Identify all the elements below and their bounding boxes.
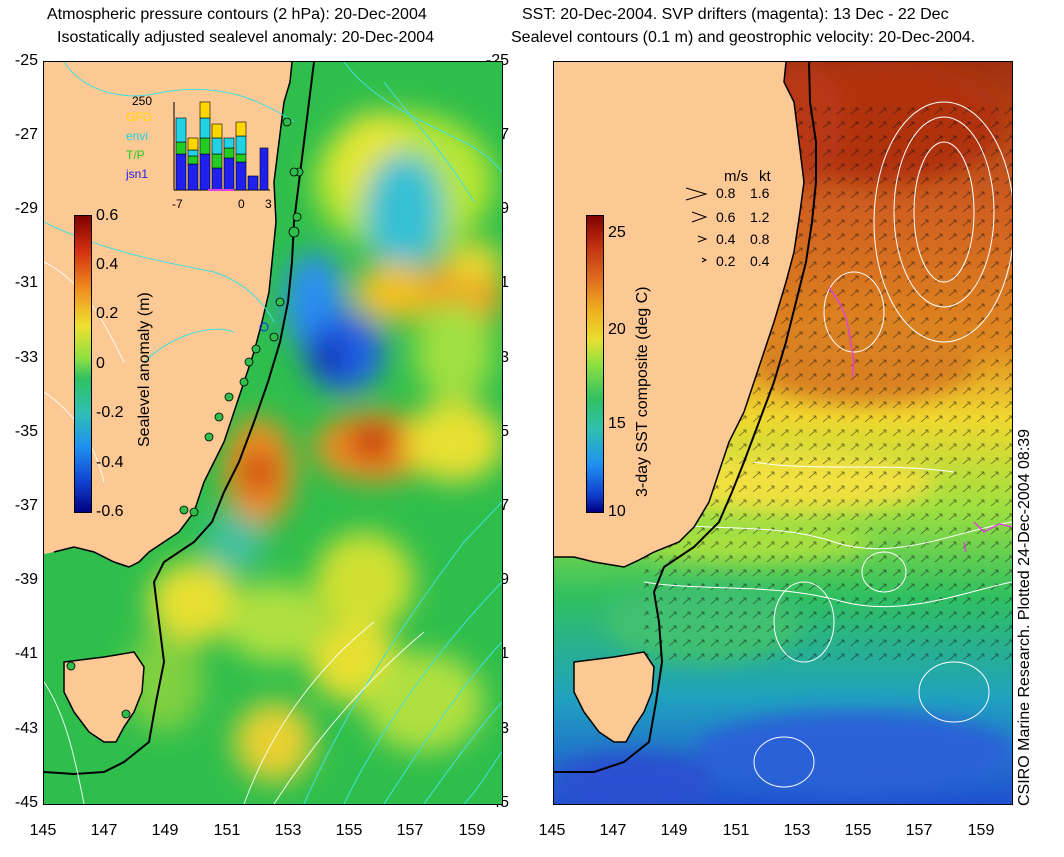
velocity-legend-row-kt: 0.8 xyxy=(750,231,770,247)
y-tick: -35 xyxy=(14,423,38,440)
pressure-contours xyxy=(44,62,502,804)
x-tick: 147 xyxy=(599,822,627,839)
y-tick: -39 xyxy=(14,571,38,588)
y-tick: -27 xyxy=(14,126,38,143)
velocity-legend-arrows xyxy=(685,187,708,263)
inset-legend-envi: envi xyxy=(126,129,149,143)
sst-map-canvas xyxy=(554,62,1012,804)
velocity-legend-row-ms: 0.8 xyxy=(716,185,736,201)
x-tick: 159 xyxy=(458,822,486,839)
x-tick: 159 xyxy=(967,822,995,839)
x-tick: 145 xyxy=(538,822,566,839)
colorbar-tick: 0 xyxy=(96,355,105,372)
left-title-1: Atmospheric pressure contours (2 hPa): 2… xyxy=(47,6,427,23)
right-title-1: SST: 20-Dec-2004. SVP drifters (magenta)… xyxy=(522,6,949,23)
x-tick: 153 xyxy=(274,822,302,839)
colorbar-tick: 0.6 xyxy=(96,207,119,224)
y-tick: -45 xyxy=(14,794,38,811)
velocity-legend-row-ms: 0.4 xyxy=(716,231,736,247)
sealevel-colorbar-label: Sealevel anomaly (m) xyxy=(136,292,153,447)
colorbar-tick: 0.2 xyxy=(96,305,119,322)
x-tick: 151 xyxy=(722,822,750,839)
inset-x-tick: 0 xyxy=(238,197,245,211)
x-tick: 155 xyxy=(844,822,872,839)
tasmania-land xyxy=(573,651,655,743)
inset-top-value: 250 xyxy=(132,94,153,108)
y-tick: -43 xyxy=(14,720,38,737)
y-tick: -29 xyxy=(14,200,38,217)
y-tick: -41 xyxy=(14,645,38,662)
mainland-land xyxy=(554,62,804,567)
x-tick: 149 xyxy=(151,822,179,839)
inset-x-tick: -7 xyxy=(172,197,183,211)
velocity-legend-row-kt: 0.4 xyxy=(750,253,770,269)
colorbar-tick: -0.4 xyxy=(96,454,124,471)
colorbar-tick: 10 xyxy=(608,503,626,520)
x-tick: 151 xyxy=(213,822,241,839)
colorbar-tick: 25 xyxy=(608,224,626,241)
credit-label: CSIRO Marine Research. Plotted 24-Dec-20… xyxy=(1016,428,1033,806)
colorbar-tick: -0.6 xyxy=(96,503,124,520)
inset-x-tick: 3 xyxy=(265,197,272,211)
right-title-2: Sealevel contours (0.1 m) and geostrophi… xyxy=(511,29,976,46)
svp-drifter-tracks xyxy=(828,286,1012,553)
colorbar-tick: 20 xyxy=(608,321,626,338)
sst-map: m/s kt 0.8 1.6 0.6 1.2 0.4 0.8 0.2 0.4 2… xyxy=(553,61,1013,805)
sealevel-contours xyxy=(643,101,1012,788)
tasmania-land xyxy=(64,652,144,742)
velocity-legend-kt-header: kt xyxy=(759,168,771,185)
x-tick: 149 xyxy=(660,822,688,839)
x-tick: 147 xyxy=(90,822,118,839)
altimeter-count-inset xyxy=(173,101,270,191)
x-tick: 157 xyxy=(905,822,933,839)
y-tick: -33 xyxy=(14,349,38,366)
sst-colorbar xyxy=(586,215,604,513)
y-tick: -25 xyxy=(14,52,38,69)
sealevel-anomaly-map: 250 GFO envi T/P jsn1 -7 0 3 0.6 0.4 0.2… xyxy=(43,61,503,805)
inset-legend-gfo: GFO xyxy=(126,110,152,124)
x-tick: 153 xyxy=(783,822,811,839)
inset-legend-jsn1: jsn1 xyxy=(126,167,149,181)
x-tick: 155 xyxy=(335,822,363,839)
sst-colorbar-label: 3-day SST composite (deg C) xyxy=(634,286,651,497)
y-tick: -37 xyxy=(14,497,38,514)
colorbar-tick: 15 xyxy=(608,415,626,432)
velocity-legend-row-ms: 0.6 xyxy=(716,209,736,225)
sealevel-anomaly-field xyxy=(124,112,502,782)
velocity-legend-row-kt: 1.6 xyxy=(750,185,770,201)
y-tick: -31 xyxy=(14,274,38,291)
sealevel-colorbar xyxy=(74,215,92,513)
left-title-2: Isostatically adjusted sealevel anomaly:… xyxy=(57,29,435,46)
colorbar-tick: -0.2 xyxy=(96,404,124,421)
colorbar-tick: 0.4 xyxy=(96,256,119,273)
x-tick: 157 xyxy=(396,822,424,839)
velocity-legend-row-ms: 0.2 xyxy=(716,253,736,269)
inset-legend-tp: T/P xyxy=(126,148,145,162)
velocity-legend-row-kt: 1.2 xyxy=(750,209,770,225)
sealevel-map-canvas xyxy=(44,62,502,804)
x-tick: 145 xyxy=(29,822,57,839)
velocity-legend-ms-header: m/s xyxy=(724,168,749,185)
